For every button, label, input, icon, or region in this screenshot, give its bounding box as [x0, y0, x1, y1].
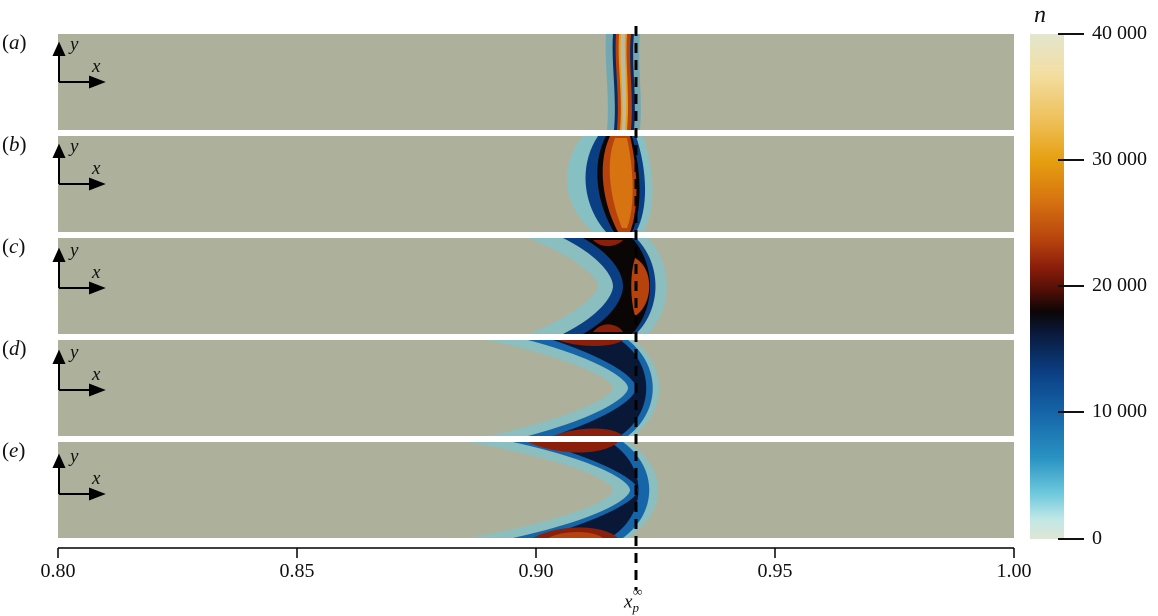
x-tick-label: 0.90	[518, 560, 554, 582]
x-tick-label: 0.95	[757, 560, 793, 582]
x-tick-label: 1.00	[996, 560, 1032, 582]
y-label-d: y	[70, 342, 79, 363]
x-tick-label: 0.85	[279, 560, 315, 582]
colorbar-tick	[1058, 538, 1084, 540]
panel-a	[58, 34, 1014, 130]
colorbar-tick	[1058, 411, 1084, 413]
panel-label-b: (b)	[2, 132, 27, 156]
front-field-b	[566, 136, 653, 232]
panel-e	[58, 442, 1014, 538]
front-field-e	[468, 442, 658, 538]
panel-label-d: (d)	[2, 336, 27, 360]
x-label-c: x	[92, 262, 101, 283]
y-label-c: y	[70, 240, 79, 261]
colorbar-label: 20 000	[1092, 274, 1147, 296]
colorbar-label: 40 000	[1092, 22, 1147, 44]
x-label-d: x	[92, 364, 101, 385]
y-label-e: y	[70, 446, 79, 467]
front-field-d	[488, 340, 660, 436]
colorbar-tick	[1058, 285, 1084, 287]
panel-c	[58, 238, 1014, 334]
panel-b	[58, 136, 1014, 232]
xp-annotation: xp∞	[624, 584, 643, 616]
y-label-b: y	[70, 136, 79, 157]
panel-d	[58, 340, 1014, 436]
panel-label-e: (e)	[2, 438, 26, 462]
y-label-a: y	[70, 34, 79, 55]
panel-label-a: (a)	[2, 30, 27, 54]
colorbar-tick	[1058, 33, 1084, 35]
panel-label-c: (c)	[2, 234, 26, 258]
front-field-c	[528, 238, 667, 334]
x-label-e: x	[92, 468, 101, 489]
colorbar-title: n	[1034, 2, 1046, 28]
x-label-a: x	[92, 56, 101, 77]
colorbar-tick	[1058, 159, 1084, 161]
x-label-b: x	[92, 158, 101, 179]
colorbar-label: 10 000	[1092, 400, 1147, 422]
colorbar-label: 30 000	[1092, 148, 1147, 170]
colorbar-label: 0	[1092, 527, 1102, 549]
x-tick-label: 0.80	[40, 560, 76, 582]
front-field-a	[605, 34, 641, 130]
